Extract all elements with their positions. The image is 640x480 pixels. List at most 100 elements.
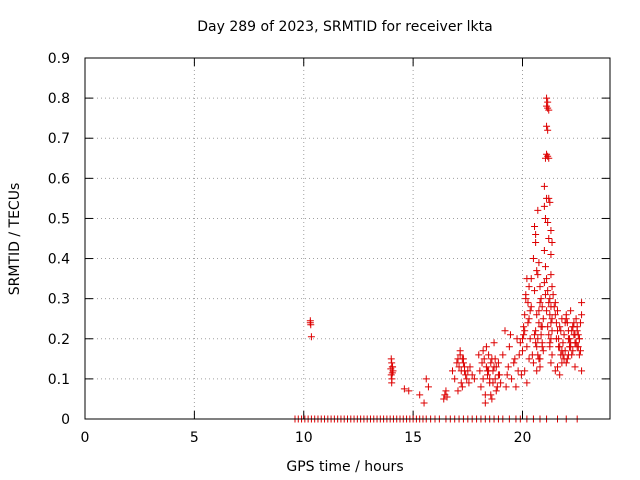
data-point [405, 387, 413, 395]
chart-title: Day 289 of 2023, SRMTID for receiver lkt… [197, 19, 492, 35]
data-point [487, 359, 495, 367]
data-point [540, 247, 548, 255]
data-point [546, 339, 554, 347]
data-point [420, 399, 428, 407]
data-point [547, 226, 555, 234]
data-point [540, 182, 548, 190]
data-point [499, 351, 507, 359]
data-point [563, 319, 571, 327]
data-point [388, 359, 396, 367]
data-point [493, 383, 501, 391]
data-point [494, 359, 502, 367]
data-point [488, 395, 496, 403]
data-point [555, 343, 563, 351]
data-point [529, 359, 537, 367]
data-point [462, 371, 470, 379]
data-point [503, 371, 511, 379]
data-point [501, 327, 509, 335]
data-point [511, 355, 519, 363]
data-point [456, 351, 464, 359]
data-point [470, 375, 478, 383]
data-point [539, 315, 547, 323]
data-point [543, 275, 551, 283]
data-point [521, 311, 529, 319]
data-point [485, 367, 493, 375]
data-point [547, 251, 555, 259]
data-point [568, 327, 576, 335]
data-point [551, 299, 559, 307]
data-point [494, 371, 502, 379]
data-point [534, 206, 542, 214]
data-point [575, 335, 583, 343]
data-point [546, 295, 554, 303]
data-point [545, 331, 553, 339]
data-point [548, 239, 556, 247]
data-point [520, 323, 528, 331]
data-point [523, 343, 531, 351]
data-point [453, 359, 461, 367]
data-point [463, 375, 471, 383]
data-point [572, 339, 580, 347]
plot-area-frame [84, 57, 611, 420]
data-point [524, 319, 532, 327]
data-point [540, 202, 548, 210]
data-point [551, 311, 559, 319]
data-point [526, 307, 534, 315]
data-point [538, 343, 546, 351]
x-tick-label: 5 [190, 430, 199, 446]
data-point [466, 363, 474, 371]
axis-ticks: 0 0.1 0.2 0.3 0.4 0.5 0.6 0.7 0.8 0.9 0 5 10 15 20 [48, 51, 610, 446]
data-point [558, 347, 566, 355]
data-point [545, 194, 553, 202]
data-point [524, 299, 532, 307]
data-point [485, 351, 493, 359]
data-point [573, 343, 581, 351]
data-point [541, 263, 549, 271]
data-point [520, 331, 528, 339]
data-point [578, 367, 586, 375]
data-point [564, 351, 572, 359]
data-point [563, 355, 571, 363]
data-point [543, 307, 551, 315]
y-tick-label: 0.7 [48, 131, 70, 147]
data-point [504, 363, 512, 371]
data-point [454, 387, 462, 395]
data-point [516, 339, 524, 347]
data-point [449, 367, 456, 375]
data-point [531, 331, 539, 339]
data-point [476, 367, 484, 375]
data-point [424, 383, 432, 391]
data-point [554, 363, 561, 371]
data-point [422, 375, 430, 383]
data-point [307, 321, 315, 329]
data-point [451, 375, 459, 383]
y-tick-label: 0.2 [48, 332, 70, 348]
data-point [465, 379, 473, 387]
data-point [543, 122, 551, 130]
data-point [569, 347, 577, 355]
data-point [533, 311, 541, 319]
data-point [388, 379, 396, 387]
data-point [572, 315, 580, 323]
y-tick-label: 0.1 [48, 372, 70, 388]
y-tick-label: 0 [61, 412, 70, 428]
data-point [442, 387, 450, 395]
data-point [566, 343, 574, 351]
data-point [576, 347, 584, 355]
data-point [512, 383, 520, 391]
data-point [531, 222, 539, 230]
data-point [545, 299, 553, 307]
data-point [536, 283, 544, 291]
data-point [515, 351, 523, 359]
data-point [545, 106, 553, 114]
data-point [482, 343, 490, 351]
x-tick-label: 20 [514, 430, 532, 446]
data-point [576, 319, 584, 327]
data-point [578, 311, 586, 319]
data-point [514, 367, 522, 375]
data-point [307, 333, 315, 341]
data-point [554, 307, 561, 315]
data-point [536, 363, 544, 371]
